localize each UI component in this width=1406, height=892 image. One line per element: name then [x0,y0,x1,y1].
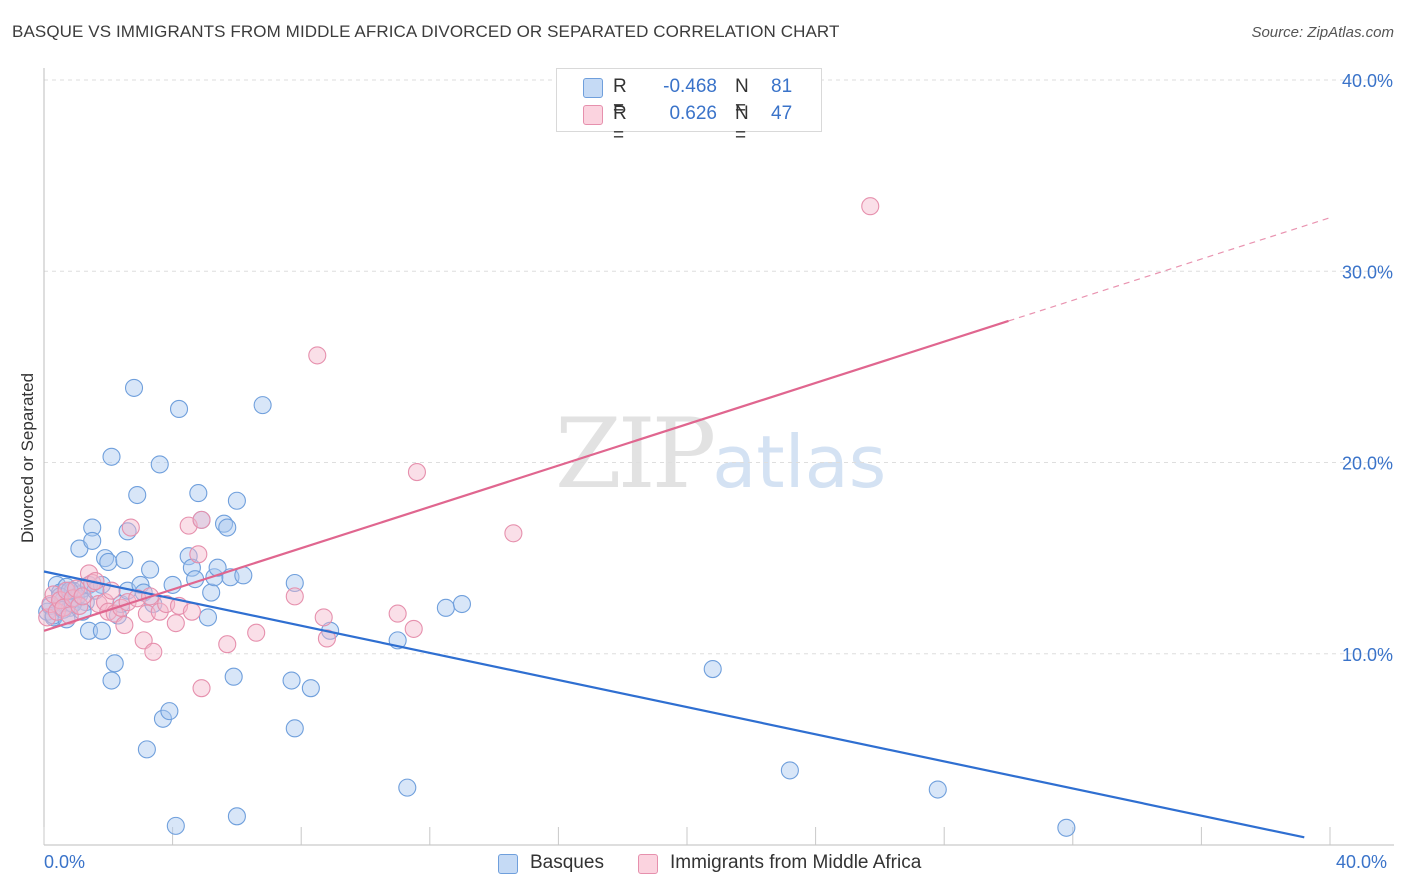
basque-point [198,608,218,627]
immigrant-point [317,629,336,648]
basque-point [205,568,224,587]
legend-r-label: R = [613,76,627,119]
basque-point [436,598,455,617]
basque-point [224,667,243,686]
y-tick-label: 40.0% [1342,71,1393,91]
legend-swatch-basques [583,78,603,98]
immigrant-point [388,604,407,623]
basque-point [79,621,99,640]
legend-n-label: N = [735,76,749,119]
correlation-legend: R = -0.468 N = 81 R = 0.626 N = 47 [556,68,822,146]
immigrant-point [60,606,79,625]
watermark-zip: ZIP [555,398,716,510]
basque-point [137,740,156,759]
basque-point [83,531,102,550]
immigrant-point [38,608,57,627]
y-tick-label: 10.0% [1342,645,1393,665]
basque-point [115,550,134,570]
immigrant-point [144,642,163,661]
immigrant-point [504,524,523,543]
immigrant-point [150,602,169,621]
legend-r-value: 0.626 [669,103,717,124]
watermark: ZIPatlas [555,398,886,510]
immigrant-point [861,197,880,216]
immigrant-point [70,596,89,615]
legend-r-label: R = [613,103,627,146]
immigrant-trend-line-extension [1008,217,1331,322]
x-tick-label-max: 40.0% [1336,852,1388,872]
y-axis-label: Divorced or Separated [18,372,37,544]
basque-point [703,659,722,679]
immigrant-point [189,545,208,564]
legend-swatch-immigrants [583,105,603,125]
legend-r-value: -0.468 [663,76,717,97]
basque-point [189,484,208,503]
basque-point [128,485,147,505]
immigrant-point [218,635,237,654]
basque-point [202,583,221,602]
basque-point [105,654,124,673]
basque-point [153,709,173,728]
basque-trend-line [43,570,1305,839]
chart-title: BASQUE VS IMMIGRANTS FROM MIDDLE AFRICA … [12,22,840,41]
legend-swatch-immigrants [638,854,658,874]
immigrant-point [67,579,86,598]
basque-point [141,560,160,579]
basque-point [218,518,237,537]
immigrant-point [192,679,211,698]
series-legend: Basques Immigrants from Middle Africa [0,852,1406,878]
immigrant-point [115,616,134,635]
legend-label-basques: Basques [530,852,604,873]
basque-point [150,455,169,474]
immigrant-point [285,587,304,606]
immigrant-point [407,463,426,482]
basque-point [928,780,947,799]
basque-point [1057,818,1076,837]
basque-point [102,671,121,690]
immigrant-point [121,518,140,537]
immigrant-trend-line [43,319,1009,632]
y-tick-label: 20.0% [1342,454,1393,474]
basque-point [452,594,472,614]
immigrant-point [166,614,185,633]
basque-point [166,816,185,835]
basque-point [99,552,118,572]
basque-point [160,702,179,721]
immigrant-point [308,346,327,365]
basque-point [282,671,301,690]
immigrant-point [182,602,201,621]
basque-point [92,621,111,640]
basque-point [253,396,272,415]
immigrant-point [314,608,333,627]
immigrant-point [404,619,423,638]
basque-point [169,399,189,419]
source-credit: Source: ZipAtlas.com [1251,24,1394,41]
basque-point [208,558,227,577]
legend-label-immigrants: Immigrants from Middle Africa [670,852,922,873]
basque-point [398,778,417,797]
basque-point [780,761,799,780]
legend-n-label: N = [735,103,749,146]
basque-point [83,518,102,537]
immigrant-point [54,598,73,617]
x-tick-label-min: 0.0% [44,852,86,872]
legend-n-value: 47 [771,103,793,124]
basque-point [285,719,304,738]
legend-swatch-basques [498,854,518,874]
basque-point [102,447,121,466]
legend-n-value: 81 [771,76,793,97]
immigrant-point [247,623,266,642]
immigrant-point [73,587,92,606]
basque-point [227,807,246,826]
y-tick-label: 30.0% [1342,262,1393,282]
basque-point [301,679,320,698]
immigrant-point [192,510,211,529]
basque-point [285,573,304,593]
basque-point [227,491,246,510]
basque-point [124,378,144,397]
